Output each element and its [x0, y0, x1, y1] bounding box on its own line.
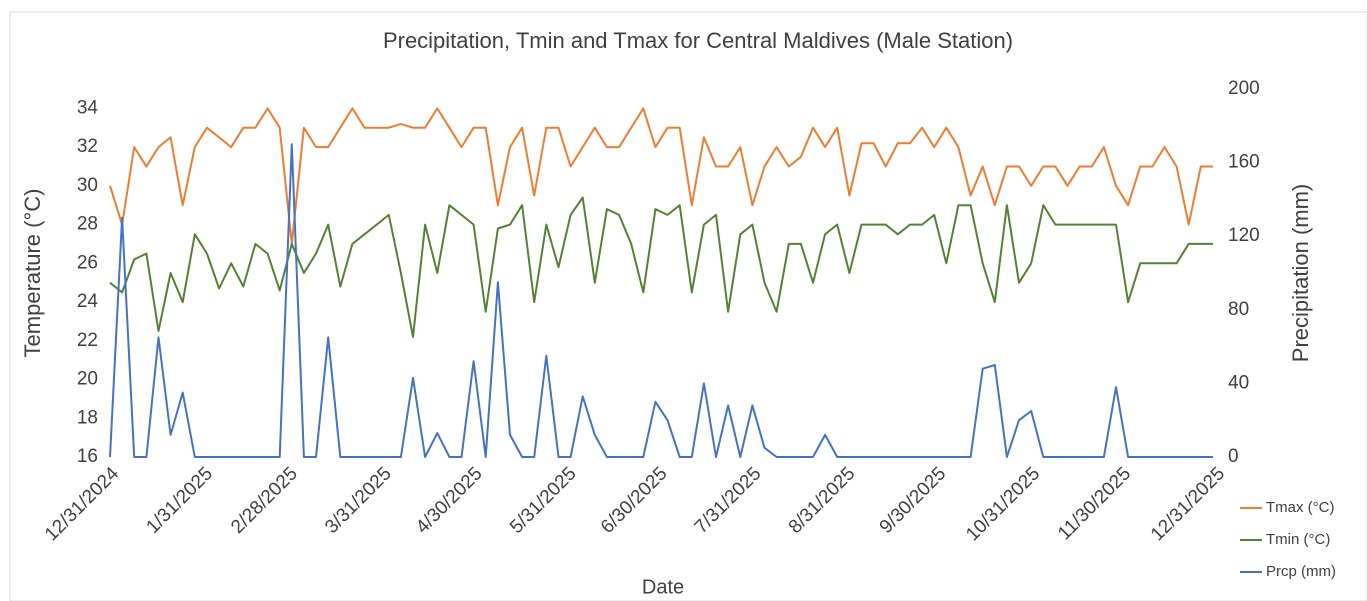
y-tick-label: 24	[77, 291, 99, 312]
y-tick-label: 28	[77, 214, 98, 235]
y-tick-label: 18	[77, 407, 98, 428]
chart-frame	[9, 11, 1367, 601]
legend-label: Tmax (°C)	[1266, 499, 1335, 516]
y-tick-label: 16	[77, 446, 98, 467]
y2-tick-label: 80	[1228, 299, 1249, 320]
y-axis-label: Temperature (°C)	[20, 189, 45, 358]
y-tick-label: 22	[77, 330, 98, 351]
y2-axis-label: Precipitation (mm)	[1288, 184, 1313, 362]
y-tick-label: 26	[77, 252, 98, 273]
y2-tick-label: 0	[1228, 446, 1239, 467]
y-tick-label: 34	[77, 97, 99, 118]
series-line	[109, 107, 1213, 245]
y2-tick-label: 40	[1228, 372, 1249, 393]
y-tick-label: 32	[77, 136, 98, 157]
legend-label: Tmin (°C)	[1266, 531, 1330, 548]
chart-title: Precipitation, Tmin and Tmax for Central…	[383, 28, 1013, 53]
y2-tick-label: 120	[1228, 225, 1260, 246]
x-axis-label: Date	[642, 576, 684, 598]
legend-label: Prcp (mm)	[1266, 563, 1336, 580]
y2-tick-label: 200	[1228, 78, 1260, 99]
y2-tick-label: 160	[1228, 152, 1260, 173]
series-line	[109, 196, 1213, 338]
y-tick-label: 30	[77, 175, 98, 196]
y-tick-label: 20	[77, 369, 98, 390]
series-line	[109, 143, 1213, 458]
